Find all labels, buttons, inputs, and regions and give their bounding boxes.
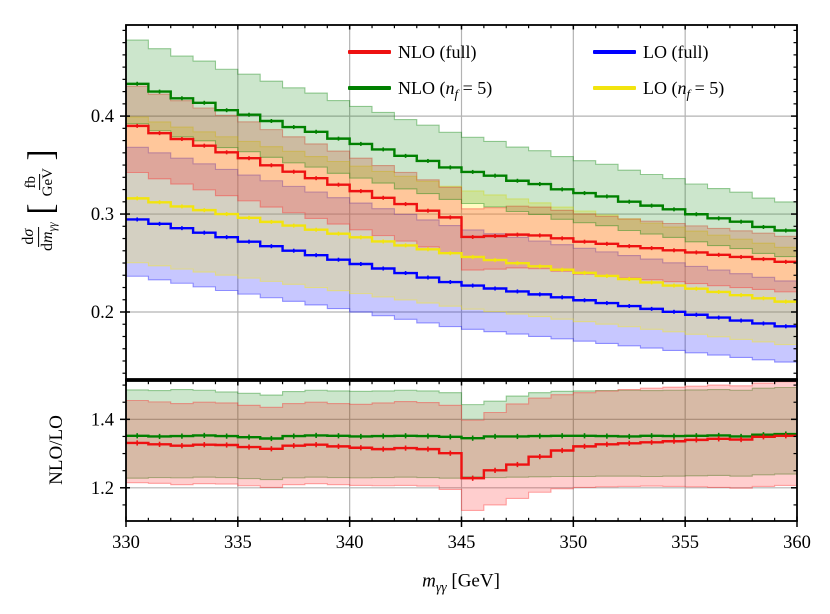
fb-gev-fraction: fb GeV <box>22 168 57 197</box>
line-lo-nf-5- <box>126 197 797 303</box>
y-main-tick-label: 0.4 <box>91 107 114 127</box>
ratio-panel-lines <box>126 431 797 481</box>
ticks <box>120 25 798 527</box>
dsigma-dm-fraction: dσ dmγγ <box>20 222 60 251</box>
legend-label-lo-full: LO (full) <box>643 42 709 62</box>
y-main-tick-label: 0.3 <box>91 205 114 225</box>
band-nlo-full- <box>126 85 797 293</box>
legend-label-lo-nf5: LO (nf = 5) <box>643 78 725 102</box>
tick-labels: 330 335 340 345 350 355 360 0.2 0.3 0.4 1.2 1.4 <box>91 107 811 553</box>
main-panel-lines <box>126 81 797 329</box>
x-tick-label: 330 <box>112 533 140 553</box>
ratio-label-text: NLO/LO <box>46 415 67 485</box>
x-tick-label: 350 <box>559 533 587 553</box>
legend-label-nlo-nf5: NLO (nf = 5) <box>398 78 493 102</box>
y-ratio-tick-label: 1.4 <box>91 410 114 430</box>
legend-swatch-nlo-full <box>348 50 391 54</box>
y-ratio-tick-label: 1.2 <box>91 479 114 499</box>
bracket-left: [ <box>19 203 60 215</box>
line-nlo-nf-5- <box>126 82 797 232</box>
x-tick-label: 355 <box>671 533 699 553</box>
y-main-tick-label: 0.2 <box>91 303 114 323</box>
band-nlo-lo-full- <box>126 381 797 511</box>
legend-swatch-lo-full <box>593 50 636 54</box>
line-nlo-full- <box>126 124 797 264</box>
legend-swatch-nlo-nf5 <box>348 86 391 90</box>
x-tick-label: 345 <box>448 533 476 553</box>
legend-swatch-lo-nf5 <box>593 86 636 90</box>
band-nlo-lo-nf-5- <box>126 386 797 481</box>
legend-label-nlo-full: NLO (full) <box>398 42 477 62</box>
y-axis-label-ratio: NLO/LO <box>46 415 68 485</box>
y-axis-label-main: dσ dmγγ [ fb GeV] <box>20 149 60 253</box>
bracket-right: ] <box>19 149 60 161</box>
x-axis-label: mγγ [GeV] <box>422 570 500 595</box>
ratio-panel-bands <box>126 381 797 511</box>
x-tick-label: 360 <box>783 533 811 553</box>
line-lo-full- <box>126 218 797 328</box>
x-tick-label: 335 <box>224 533 252 553</box>
ratio-line-nlo-lo-full- <box>126 434 797 480</box>
x-tick-label: 340 <box>336 533 364 553</box>
